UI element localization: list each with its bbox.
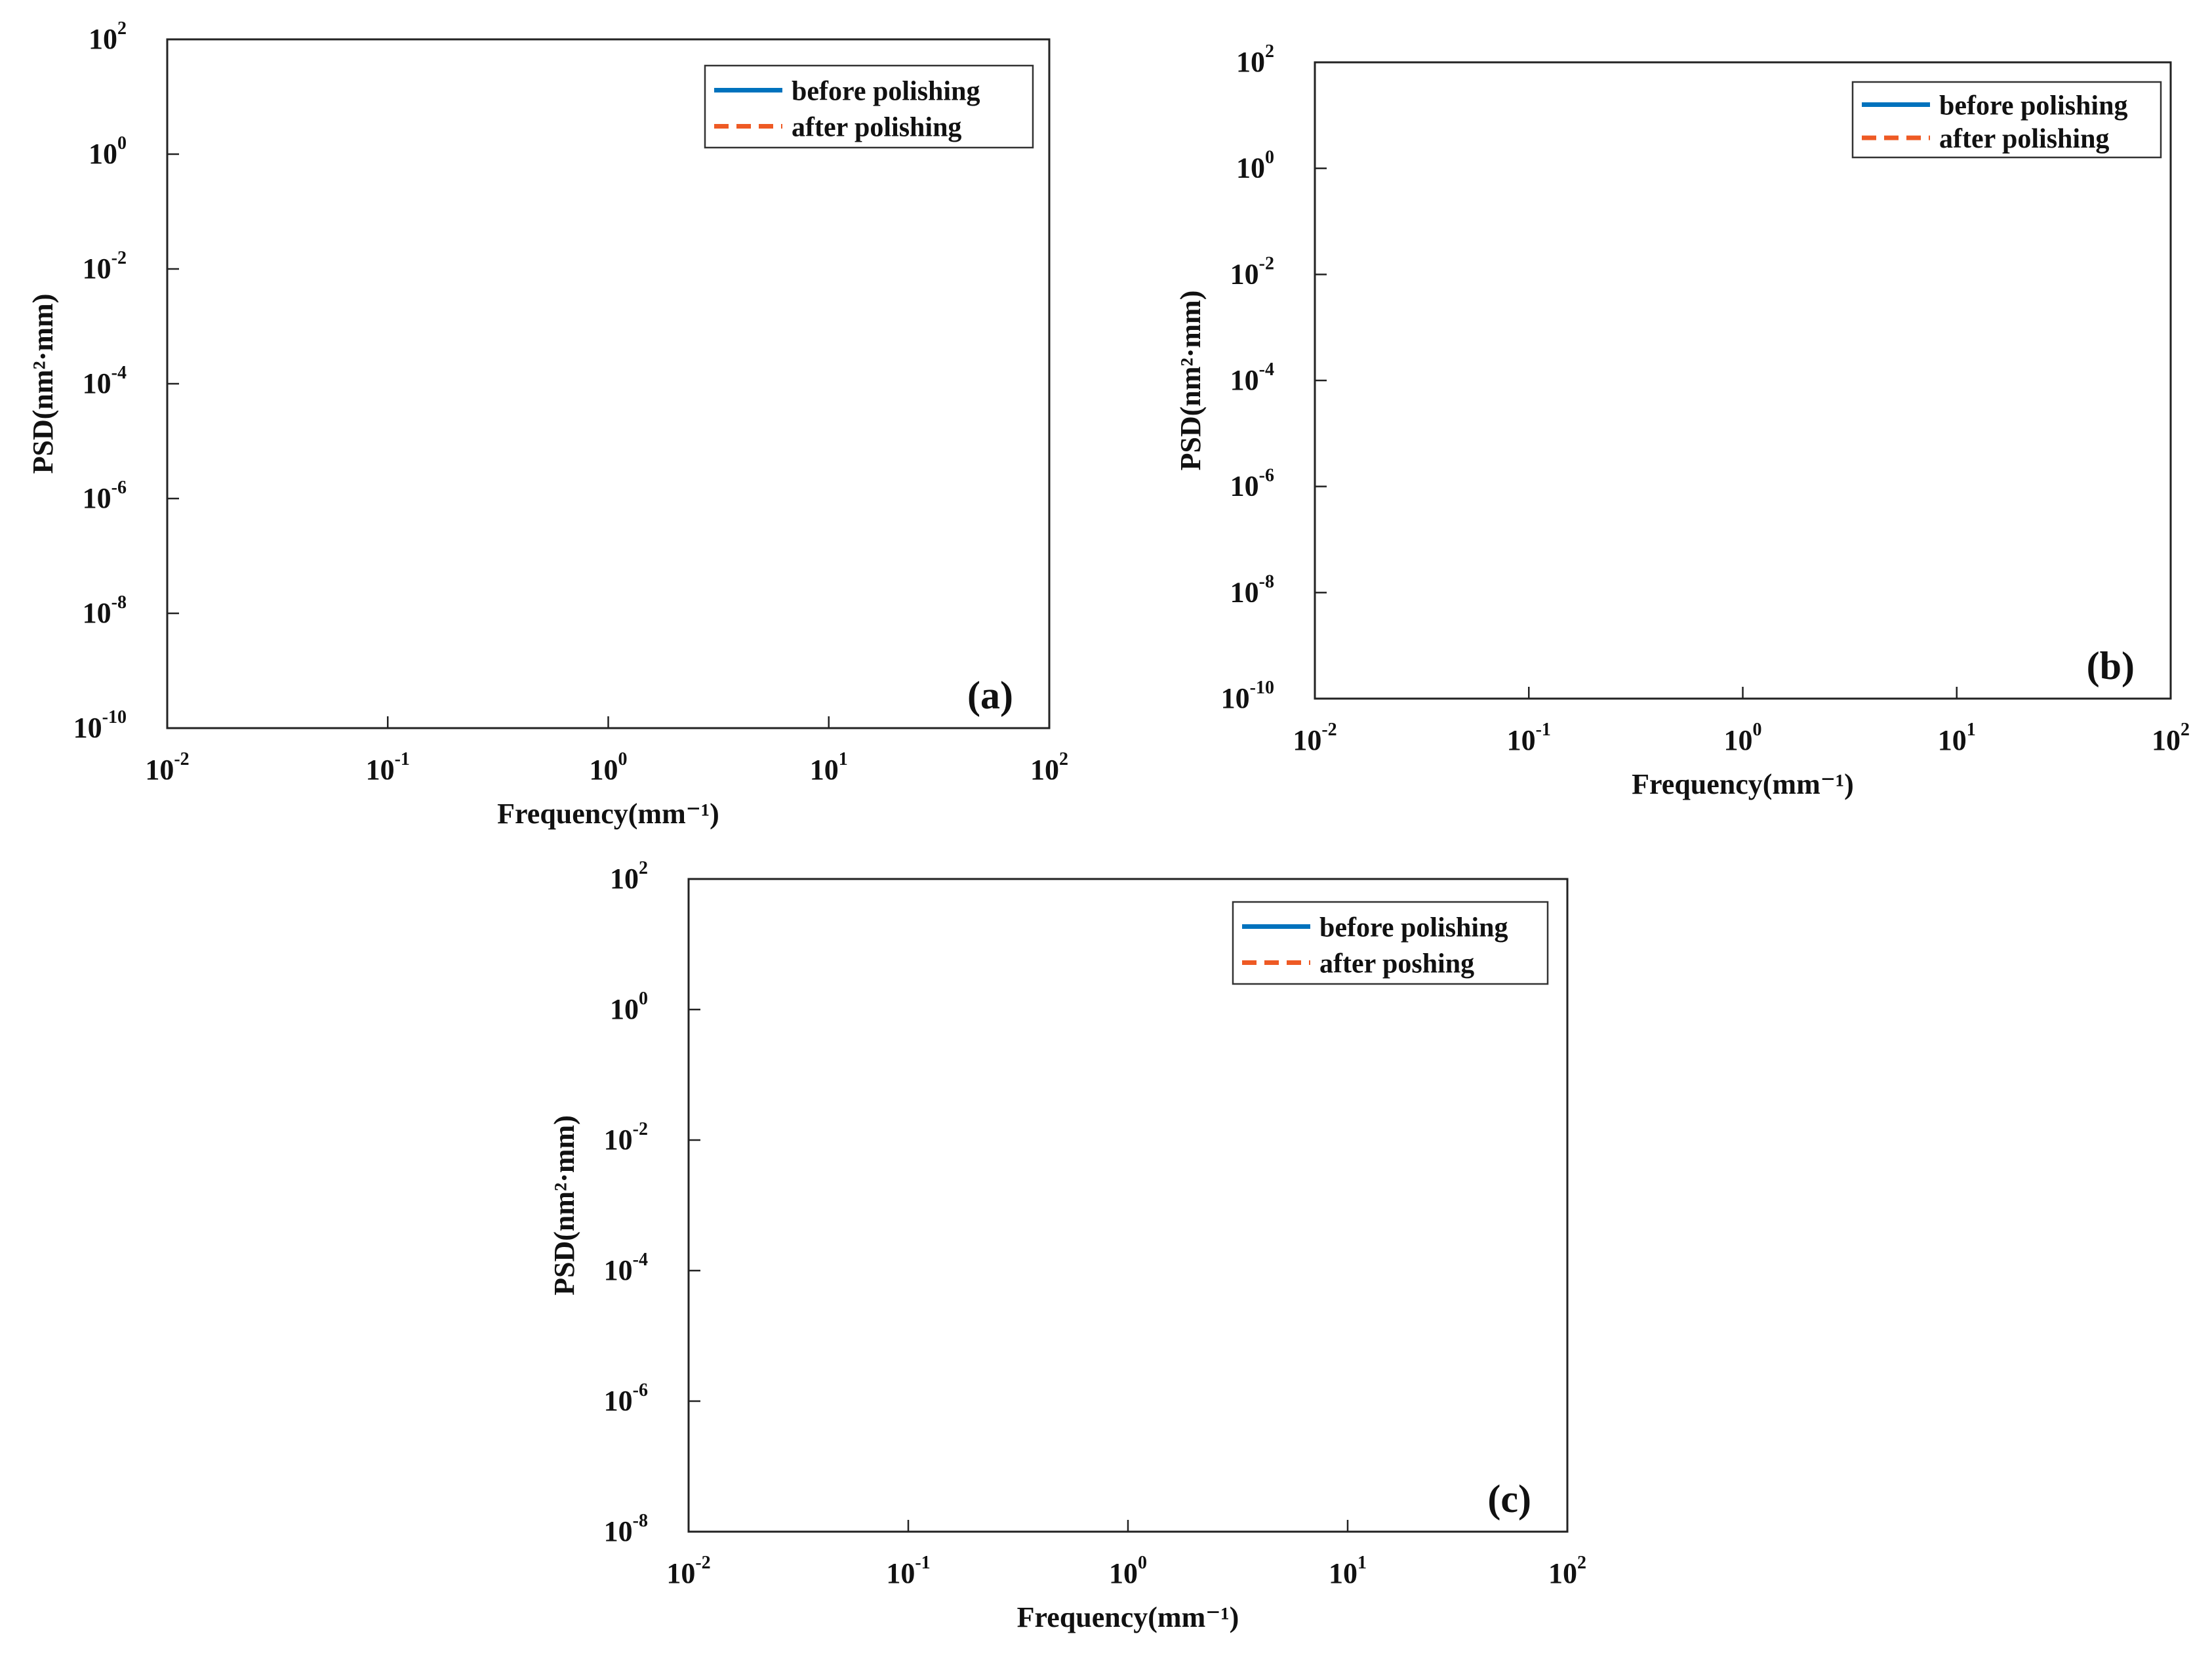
legend: before polishing after polishing bbox=[704, 64, 1034, 149]
y-axis-label: PSD(nm²·mm) bbox=[27, 294, 59, 474]
legend-box bbox=[1851, 81, 2162, 159]
chart-panel-c: 10-2 10-1 100 101 10210-810-610-410-2100102F… bbox=[548, 858, 1586, 1633]
panel-label: (c) bbox=[1487, 1477, 1531, 1521]
legend-box bbox=[1232, 901, 1549, 985]
x-axis-label: Frequency(mm⁻¹) bbox=[1632, 768, 1854, 800]
x-tick-label: 10-2 bbox=[666, 1553, 710, 1589]
legend-entry: after polishing bbox=[792, 113, 961, 143]
axes-frame bbox=[166, 38, 1051, 729]
axes-frame bbox=[1314, 61, 2172, 700]
chart-panel-a: 10-2 10-1 100 101 10210-1010-810-610-410-210… bbox=[27, 18, 1068, 830]
x-tick-label: 10-1 bbox=[886, 1553, 930, 1589]
legend-entry: before polishing bbox=[1939, 91, 2127, 121]
y-tick-label: 10-10 bbox=[1221, 678, 1274, 714]
y-tick-label: 10-10 bbox=[73, 707, 127, 744]
x-axis-label: Frequency(mm⁻¹) bbox=[1017, 1601, 1239, 1633]
x-axis: 10-2 10-1 100 101 102 bbox=[145, 716, 1068, 786]
legend-entry: after polishing bbox=[1939, 124, 2109, 154]
legend: before polishing after poshing bbox=[1232, 901, 1549, 985]
x-tick-label: 10-2 bbox=[145, 749, 189, 786]
y-tick-label: 10-6 bbox=[1230, 466, 1274, 502]
legend-entry: before polishing bbox=[1319, 913, 1508, 943]
y-axis-label: PSD(nm²·mm) bbox=[1175, 291, 1207, 471]
axes-frame bbox=[687, 878, 1569, 1533]
panel-label: (a) bbox=[967, 674, 1013, 717]
x-axis-label: Frequency(mm⁻¹) bbox=[497, 798, 719, 830]
legend-box bbox=[704, 64, 1034, 149]
y-tick-label: 10-6 bbox=[604, 1380, 648, 1417]
legend-entry: after poshing bbox=[1319, 949, 1474, 979]
panel-label: (b) bbox=[2087, 644, 2135, 687]
y-tick-label: 10-4 bbox=[604, 1250, 648, 1286]
y-axis-label: PSD(nm²·mm) bbox=[548, 1115, 580, 1296]
legend-entry: before polishing bbox=[792, 77, 980, 107]
chart-panel-b: 10-2 10-1 100 101 10210-1010-810-610-410-210… bbox=[1175, 41, 2190, 800]
